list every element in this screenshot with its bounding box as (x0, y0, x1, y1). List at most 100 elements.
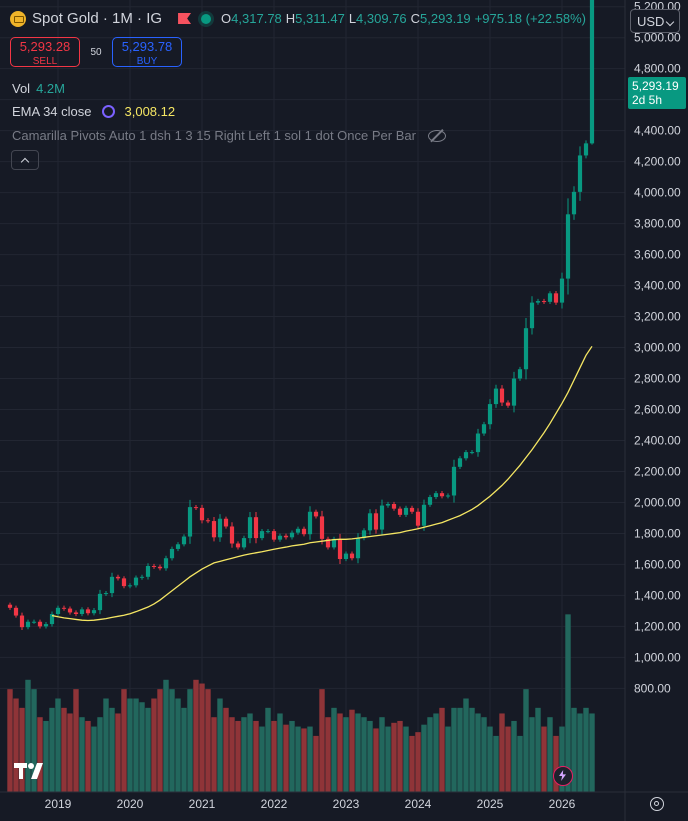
candle-body (505, 402, 511, 406)
flag-icon[interactable] (178, 13, 192, 24)
volume-bar (427, 717, 433, 792)
candle-body (523, 328, 529, 370)
volume-bar (349, 709, 355, 792)
x-tick-label: 2020 (117, 797, 144, 811)
volume-label: Vol (12, 81, 31, 96)
x-tick-label: 2021 (189, 797, 216, 811)
y-tick-label: 4,200.00 (634, 155, 681, 169)
buy-button[interactable]: 5,293.78 BUY (112, 37, 182, 67)
volume-bar (217, 698, 223, 792)
candle-body (163, 558, 169, 569)
x-tick-label: 2019 (45, 797, 72, 811)
lightning-icon[interactable] (553, 766, 573, 786)
candle-body (571, 191, 577, 215)
y-tick-label: 1,400.00 (634, 588, 681, 602)
volume-bar (91, 726, 97, 792)
candle-body (373, 513, 379, 530)
volume-bar (565, 614, 571, 792)
volume-bar (85, 720, 91, 792)
candle-body (241, 538, 247, 548)
volume-value: 4.2M (36, 81, 65, 96)
volume-bar (517, 735, 523, 792)
candle-body (73, 612, 79, 615)
pivots-legend[interactable]: Camarilla Pivots Auto 1 dsh 1 3 15 Right… (12, 128, 446, 143)
volume-bar (109, 707, 115, 792)
candle-body (187, 507, 193, 537)
candle-body (49, 614, 55, 625)
tradingview-logo-icon[interactable] (12, 760, 46, 782)
ema-legend[interactable]: EMA 34 close 3,008.12 (12, 104, 175, 119)
candle-body (253, 517, 259, 539)
candle-body (55, 607, 61, 615)
x-tick-label: 2025 (477, 797, 504, 811)
candle-body (115, 576, 121, 579)
spread-value: 50 (90, 46, 102, 58)
y-tick-label: 1,000.00 (634, 650, 681, 664)
open-key: O (221, 11, 232, 26)
volume-bar (325, 717, 331, 792)
symbol-title[interactable]: Spot Gold · 1M · IG (32, 10, 163, 27)
volume-bar (295, 726, 301, 792)
volume-bar (355, 713, 361, 792)
eye-off-icon[interactable] (427, 129, 446, 142)
volume-bar (373, 728, 379, 792)
volume-bar (259, 726, 265, 792)
currency-select[interactable]: USD (630, 9, 680, 33)
y-tick-label: 2,600.00 (634, 403, 681, 417)
candle-body (289, 532, 295, 538)
close-key: C (410, 11, 421, 26)
volume-bar (253, 720, 259, 792)
y-tick-label: 2,400.00 (634, 433, 681, 447)
candle-body (301, 528, 307, 535)
volume-bar (475, 713, 481, 792)
collapse-legend-button[interactable] (11, 150, 39, 170)
volume-bar (247, 713, 253, 792)
candle-body (247, 517, 253, 539)
volume-bar (139, 702, 145, 792)
candle-body (415, 511, 421, 526)
candle-body (529, 302, 535, 329)
volume-bar (187, 689, 193, 792)
candle-body (79, 609, 85, 615)
candle-body (553, 293, 559, 303)
y-tick-label: 2,800.00 (634, 372, 681, 386)
volume-bar (553, 735, 559, 792)
candle-body (475, 433, 481, 453)
volume-bar (487, 726, 493, 792)
price-axis-bg (625, 0, 688, 821)
candle-body (277, 535, 283, 540)
volume-bar (511, 720, 517, 792)
candle-body (565, 214, 571, 279)
last-price-label: 5,293.19 2d 5h (628, 77, 686, 109)
volume-bar (499, 713, 505, 792)
y-tick-label: 3,000.00 (634, 341, 681, 355)
candle-body (583, 143, 589, 156)
volume-bar (415, 732, 421, 792)
candle-body (235, 543, 241, 548)
volume-bar (103, 698, 109, 792)
volume-bar (535, 707, 541, 792)
candle-body (403, 507, 409, 515)
volume-bar (61, 707, 67, 792)
ema-34-line (51, 345, 593, 622)
candle-body (151, 565, 157, 567)
volume-legend[interactable]: Vol 4.2M (12, 81, 65, 96)
gold-coin-icon (10, 10, 26, 27)
candle-body (199, 507, 205, 521)
price-axis[interactable]: 800.00 1,000.00 1,200.00 1,400.00 1,600.00 1,… (625, 0, 688, 821)
candle-body (223, 518, 229, 527)
candle-body (319, 516, 325, 539)
candle-body (439, 493, 445, 497)
ema-label: EMA 34 close (12, 104, 92, 119)
candle-body (85, 609, 91, 614)
candle-body (103, 593, 109, 595)
low-value: 4,309.76 (356, 11, 407, 26)
candle-body (271, 531, 277, 540)
sell-button[interactable]: 5,293.28 SELL (10, 37, 80, 67)
candle-body (433, 493, 439, 498)
candle-body (379, 505, 385, 530)
gear-icon[interactable] (650, 797, 664, 811)
y-tick-label: 4,000.00 (634, 186, 681, 200)
